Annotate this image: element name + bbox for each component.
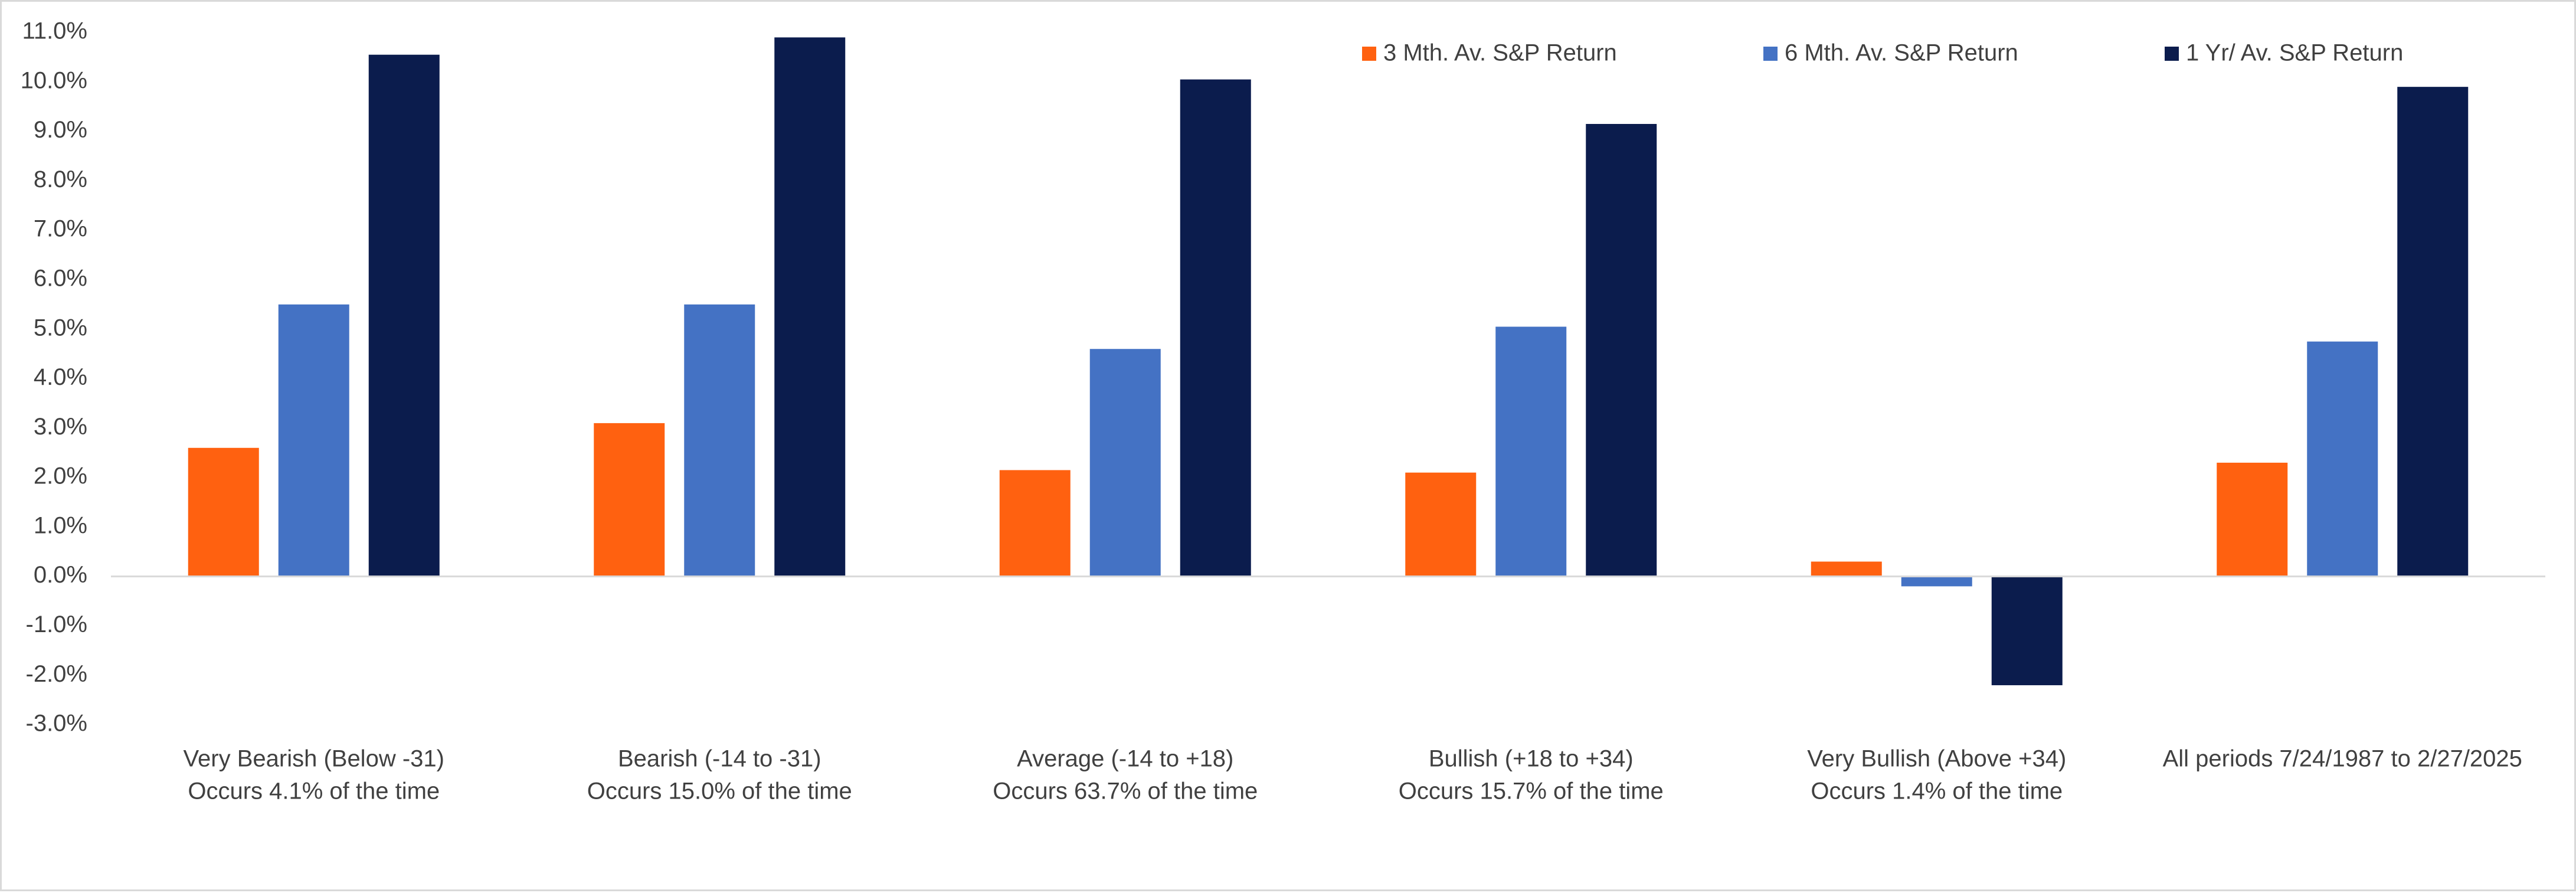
category-label: Occurs 63.7% of the time [993,778,1258,804]
y-tick-label: 6.0% [34,265,87,291]
y-tick-label: 8.0% [34,166,87,192]
bar-series-1-cat-5 [1811,561,1882,577]
y-tick-label: 2.0% [34,463,87,489]
y-axis: 11.0% 10.0% 9.0% 8.0% 7.0% 6.0% 5.0% 4.0% 3.0% 2.… [21,18,87,737]
bar-series-3-cat-1 [368,54,440,577]
y-tick-label: 0.0% [34,562,87,588]
bar-series-1-cat-1 [188,447,259,577]
bar-series-1-cat-6 [2217,462,2288,577]
category-label: Occurs 4.1% of the time [188,778,440,804]
y-tick-label: -3.0% [26,711,88,737]
legend-swatch [1362,47,1376,61]
y-tick-label: 9.0% [34,117,87,143]
category-label: Bullish (+18 to +34) [1429,746,1634,772]
category-label: Occurs 15.0% of the time [587,778,852,804]
y-tick-label: 3.0% [34,414,87,440]
y-tick-label: 11.0% [22,18,87,44]
bar-series-2-cat-5 [1901,576,1972,587]
category-label: Bearish (-14 to -31) [618,746,821,772]
y-tick-label: 1.0% [34,512,87,538]
category-label: Occurs 1.4% of the time [1811,778,2063,804]
legend-swatch [2165,47,2179,61]
y-tick-label: 10.0% [21,67,87,93]
bar-series-3-cat-3 [1180,79,1251,577]
legend-label: 3 Mth. Av. S&P Return [1383,40,1617,66]
bar-series-2-cat-2 [684,304,755,577]
bar-series-3-cat-6 [2397,87,2469,577]
bar-series-1-cat-3 [999,470,1071,577]
legend-label: 6 Mth. Av. S&P Return [1785,40,2018,66]
bar-series-3-cat-2 [774,37,846,577]
bar-series-2-cat-6 [2307,341,2378,577]
bar-series-3-cat-5 [1991,576,2063,685]
bar-series-3-cat-4 [1586,124,1657,577]
bar-series-1-cat-4 [1405,472,1477,577]
bar-series-2-cat-3 [1089,349,1161,577]
bar-series-2-cat-4 [1495,326,1567,577]
y-tick-label: -1.0% [26,611,88,637]
bar-series-2-cat-1 [278,304,349,577]
y-tick-label: 4.0% [34,364,87,390]
category-label: Occurs 15.7% of the time [1399,778,1664,804]
bar-series-1-cat-2 [594,423,665,577]
legend: 3 Mth. Av. S&P Return 6 Mth. Av. S&P Retu… [1362,40,2403,66]
category-label: Very Bullish (Above +34) [1807,746,2066,772]
y-tick-label: 5.0% [34,315,87,341]
x-axis-labels: Very Bearish (Below -31) Occurs 4.1% of t… [184,746,2522,804]
y-tick-label: -2.0% [26,661,88,687]
category-label: All periods 7/24/1987 to 2/27/2025 [2163,746,2522,772]
bars [188,37,2469,685]
legend-label: 1 Yr/ Av. S&P Return [2186,40,2403,66]
y-tick-label: 7.0% [34,216,87,242]
category-label: Very Bearish (Below -31) [184,746,444,772]
category-label: Average (-14 to +18) [1017,746,1233,772]
legend-swatch [1763,47,1778,61]
